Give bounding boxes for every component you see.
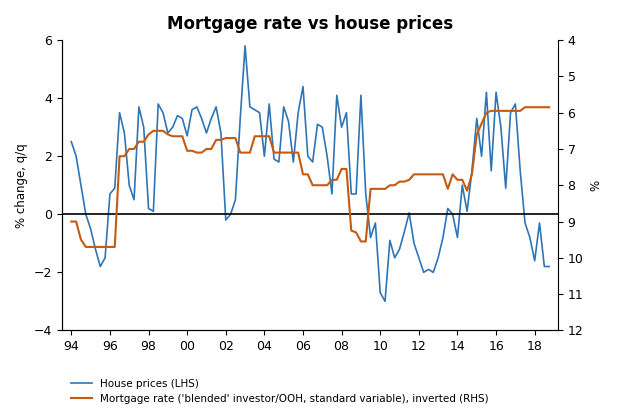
Mortgage rate ('blended' investor/OOH, standard variable), inverted (RHS) <box>357 239 365 244</box>
House prices (LHS) <box>531 258 539 263</box>
Mortgage rate ('blended' investor/OOH, standard variable), inverted (RHS) <box>318 183 326 188</box>
Mortgage rate ('blended' investor/OOH, standard variable), inverted (RHS) <box>521 105 529 110</box>
House prices (LHS) <box>357 93 365 98</box>
Mortgage rate ('blended' investor/OOH, standard variable), inverted (RHS) <box>531 105 539 110</box>
House prices (LHS) <box>516 168 524 173</box>
Legend: House prices (LHS), Mortgage rate ('blended' investor/OOH, standard variable), i: House prices (LHS), Mortgage rate ('blen… <box>67 374 493 408</box>
House prices (LHS) <box>178 116 186 121</box>
Mortgage rate ('blended' investor/OOH, standard variable), inverted (RHS) <box>511 108 519 113</box>
Y-axis label: %: % <box>589 180 602 191</box>
Mortgage rate ('blended' investor/OOH, standard variable), inverted (RHS) <box>183 148 191 153</box>
Title: Mortgage rate vs house prices: Mortgage rate vs house prices <box>167 15 453 33</box>
Mortgage rate ('blended' investor/OOH, standard variable), inverted (RHS) <box>68 219 75 224</box>
House prices (LHS) <box>318 125 326 130</box>
House prices (LHS) <box>159 110 167 115</box>
Mortgage rate ('blended' investor/OOH, standard variable), inverted (RHS) <box>545 105 553 110</box>
House prices (LHS) <box>381 299 389 304</box>
House prices (LHS) <box>68 139 75 144</box>
House prices (LHS) <box>545 264 553 269</box>
Mortgage rate ('blended' investor/OOH, standard variable), inverted (RHS) <box>164 132 172 137</box>
Mortgage rate ('blended' investor/OOH, standard variable), inverted (RHS) <box>82 245 89 249</box>
Line: House prices (LHS): House prices (LHS) <box>72 46 549 301</box>
House prices (LHS) <box>241 43 249 48</box>
Line: Mortgage rate ('blended' investor/OOH, standard variable), inverted (RHS): Mortgage rate ('blended' investor/OOH, s… <box>72 107 549 247</box>
Y-axis label: % change, q/q: % change, q/q <box>15 143 28 228</box>
